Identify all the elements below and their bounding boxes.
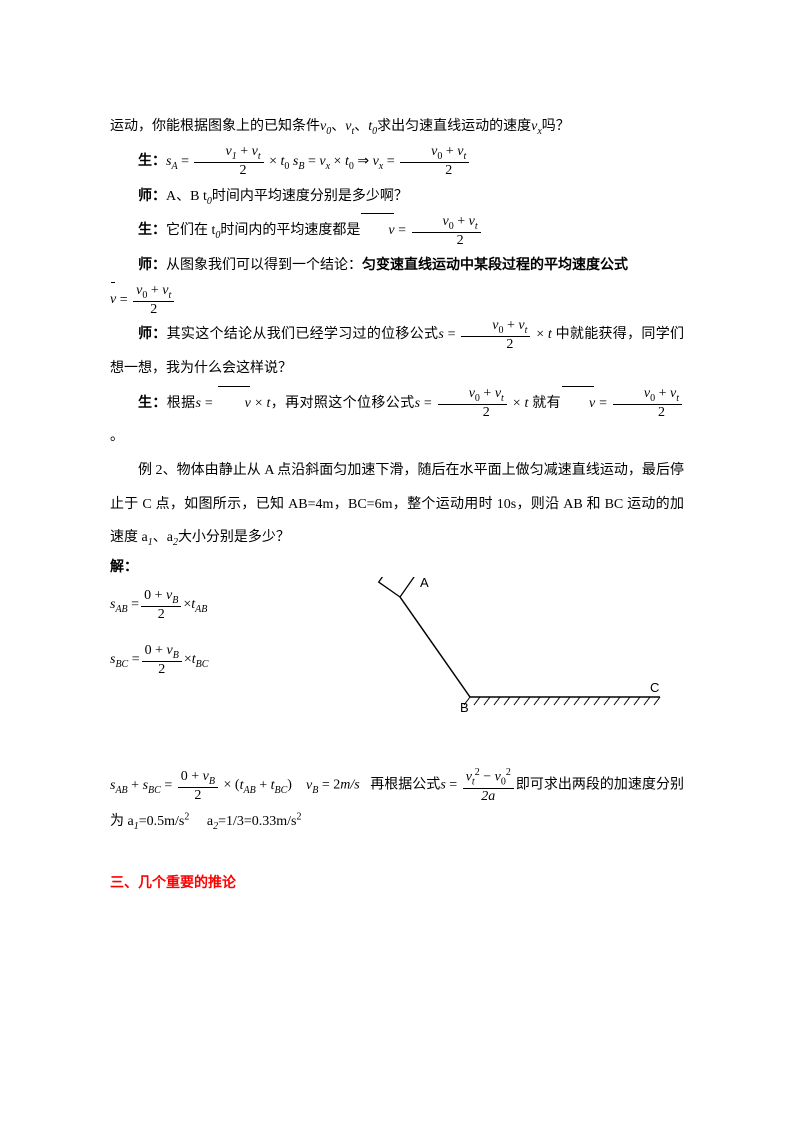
vx: vx [531, 119, 542, 134]
vbar-formula: v = v0 + vt2 [110, 283, 684, 317]
label: 师： [138, 256, 166, 272]
frac: v0 + vt2 [412, 214, 481, 248]
frac: v0 + vt2 [400, 144, 469, 178]
label-a: A [420, 577, 429, 590]
vbar: v [360, 214, 394, 248]
label-b: B [460, 700, 469, 715]
eq-sbc: sBC = 0 + vB2 × tBC [110, 632, 320, 687]
label: 师： [138, 187, 166, 203]
solve-label: 解： [110, 555, 684, 577]
intro-line: 运动，你能根据图象上的已知条件v0、vt、t0求出匀速直线运动的速度vx吗？ [110, 110, 684, 144]
vbar: v [110, 283, 116, 317]
eq-sab: sAB = 0 + vB2 × tAB [110, 577, 320, 632]
frac: v0 + vt2 [438, 386, 507, 420]
diagram-svg: A B C [320, 577, 680, 727]
label: 生： [138, 152, 166, 168]
label-c: C [650, 680, 659, 695]
conclusion-bold: 匀变速直线运动中某段过程的平均速度公式 [362, 256, 628, 272]
spacer [110, 737, 684, 767]
label: 生： [138, 221, 166, 237]
frac: v0 + vt2 [461, 318, 530, 352]
example2: 例 2、物体由静止从 A 点沿斜面匀加速下滑，随后在水平面上做匀减速直线运动，最… [110, 454, 684, 555]
diagram-row: sAB = 0 + vB2 × tAB sBC = 0 + vB2 × tBC [110, 577, 684, 737]
v0: v0 [320, 119, 331, 134]
label: 生： [138, 394, 167, 410]
shi2: 师：从图象我们可以得到一个结论：匀变速直线运动中某段过程的平均速度公式 [110, 248, 684, 283]
eq-final: sAB + sBC = 0 + vB2 × (tAB + tBC) vB = 2… [110, 767, 684, 840]
frac: v0 + vt2 [133, 283, 174, 317]
spacer2 [110, 841, 684, 866]
sheng1: 生：sA = v1 + vt2 × t0 sB = vx × t0 ⇒ vx =… [110, 144, 684, 179]
t0: t0 [368, 119, 377, 134]
text: 运动，你能根据图象上的已知条件 [110, 119, 320, 134]
vt: vt [345, 119, 354, 134]
frac: v1 + vt2 [194, 144, 263, 178]
shi3: 师：其实这个结论从我们已经学习过的位移公式s = v0 + vt2 × t 中就… [110, 317, 684, 385]
label: 师： [138, 325, 167, 341]
sheng2: 生：它们在 t0时间内的平均速度都是v = v0 + vt2 [110, 213, 684, 248]
incline-diagram: A B C [320, 577, 684, 737]
section3-title: 三、几个重要的推论 [110, 866, 684, 900]
equations-left: sAB = 0 + vB2 × tAB sBC = 0 + vB2 × tBC [110, 577, 320, 687]
page: 运动，你能根据图象上的已知条件v0、vt、t0求出匀速直线运动的速度vx吗？ 生… [0, 0, 794, 1123]
shi1: 师：A、B t0时间内平均速度分别是多少啊？ [110, 179, 684, 214]
frac: v0 + vt2 [613, 386, 682, 420]
sheng3: 生：根据s = v × t，再对照这个位移公式s = v0 + vt2 × t … [110, 386, 684, 454]
